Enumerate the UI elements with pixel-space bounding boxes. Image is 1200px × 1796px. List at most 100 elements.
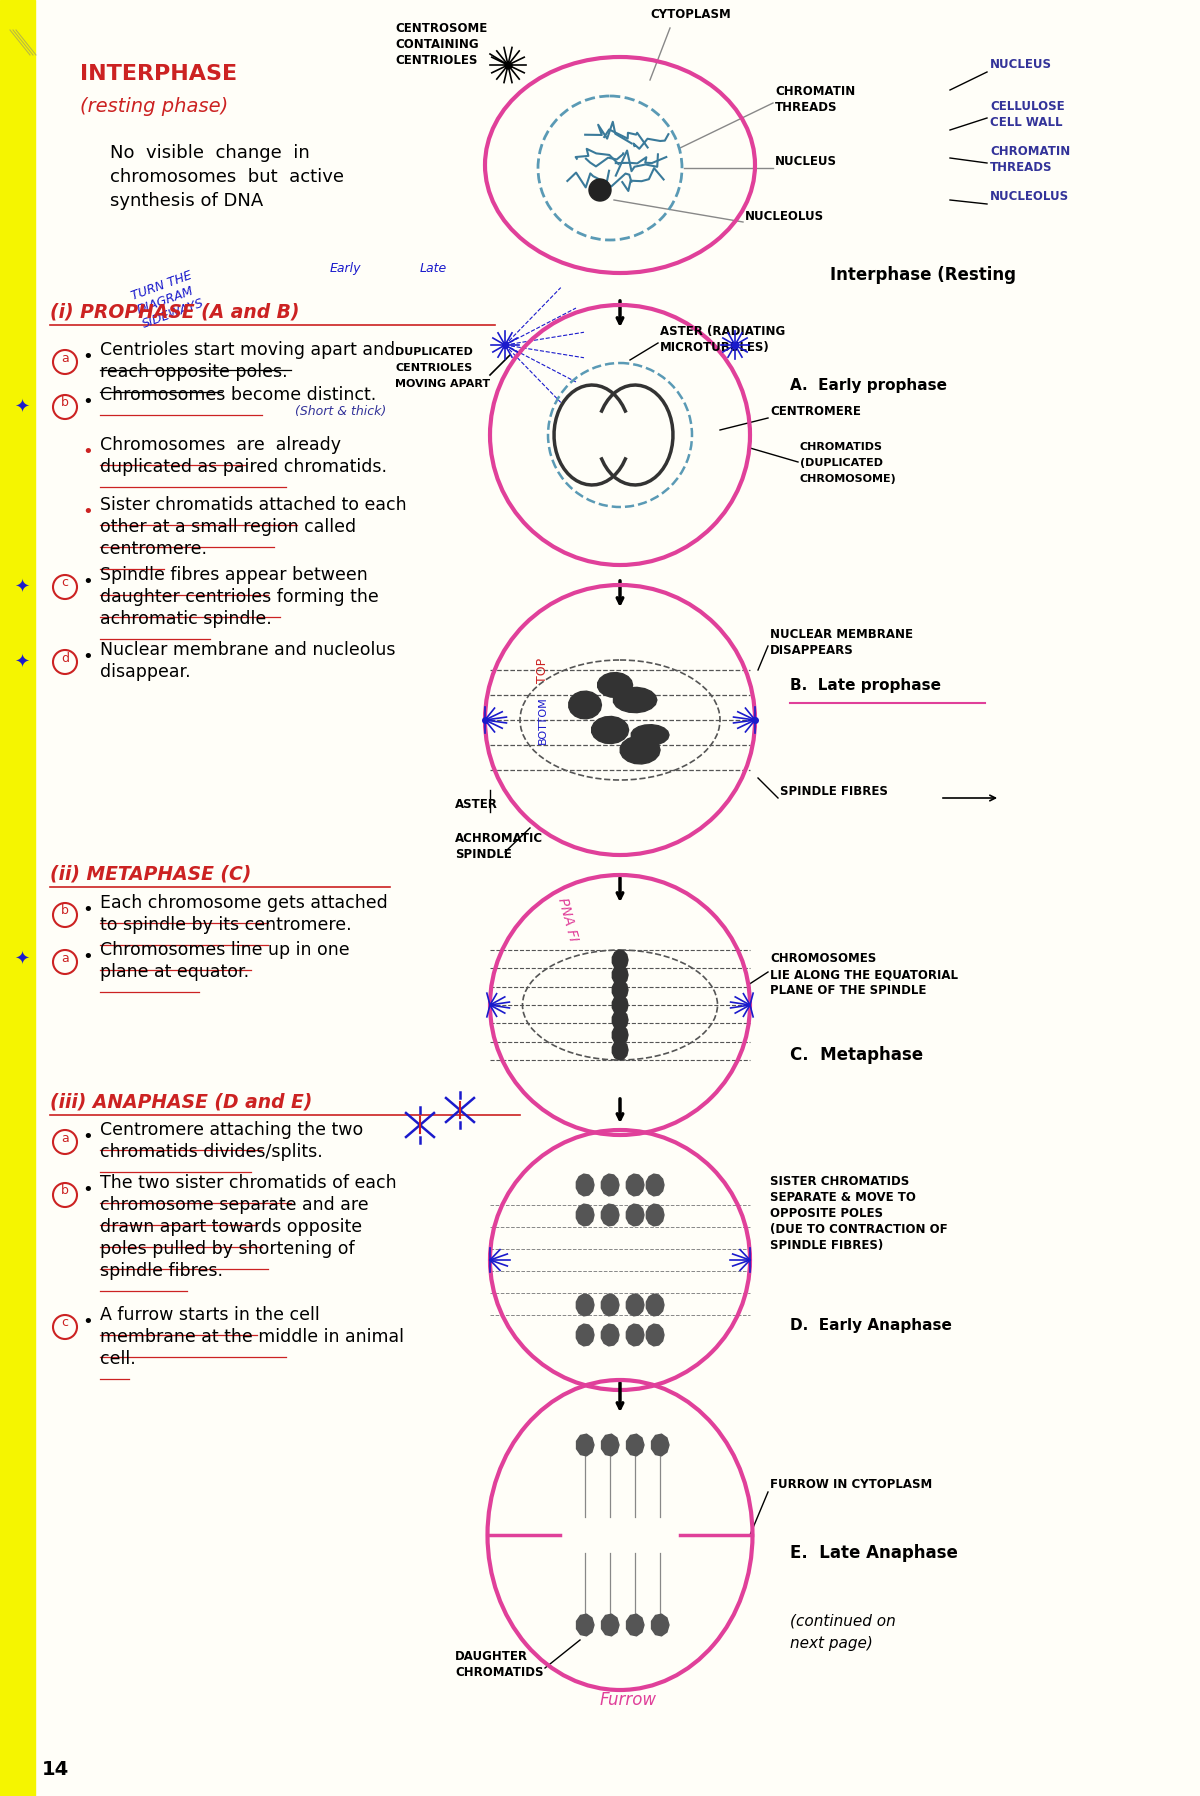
Text: •: • [83,902,94,920]
Polygon shape [576,1615,594,1636]
Text: E.  Late Anaphase: E. Late Anaphase [790,1545,958,1563]
Text: (iii) ANAPHASE (D and E): (iii) ANAPHASE (D and E) [50,1094,312,1112]
Text: MICROTUBULES): MICROTUBULES) [660,341,769,354]
Polygon shape [612,1040,628,1060]
Text: FURROW IN CYTOPLASM: FURROW IN CYTOPLASM [770,1478,932,1491]
Text: NUCLEOLUS: NUCLEOLUS [990,190,1069,203]
Text: ✦: ✦ [14,578,30,596]
Text: c: c [61,577,68,589]
Text: Late: Late [420,262,448,275]
Text: b: b [61,397,68,409]
Text: CENTRIOLES: CENTRIOLES [395,54,478,66]
Text: (DUE TO CONTRACTION OF: (DUE TO CONTRACTION OF [770,1223,948,1236]
Text: The two sister chromatids of each: The two sister chromatids of each [100,1175,397,1193]
Text: CENTRIOLES: CENTRIOLES [395,363,473,374]
Polygon shape [612,1009,628,1029]
Text: Chromosomes become distinct.: Chromosomes become distinct. [100,386,377,404]
Polygon shape [612,995,628,1015]
Text: THREADS: THREADS [775,101,838,113]
Text: NUCLEUS: NUCLEUS [990,57,1052,72]
Text: SPINDLE FIBRES): SPINDLE FIBRES) [770,1239,883,1252]
Text: next page): next page) [790,1636,872,1651]
Text: SPINDLE: SPINDLE [455,848,511,860]
Text: NUCLEAR MEMBRANE: NUCLEAR MEMBRANE [770,629,913,641]
Text: cell.: cell. [100,1351,136,1369]
Text: •: • [83,948,94,966]
Polygon shape [620,736,660,763]
Text: D.  Early Anaphase: D. Early Anaphase [790,1318,952,1333]
Text: Chromosomes  are  already: Chromosomes are already [100,436,341,454]
Text: (resting phase): (resting phase) [80,97,228,117]
Text: d: d [61,652,70,665]
Text: TURN THE
DIAGRAM
SIDEWAYS: TURN THE DIAGRAM SIDEWAYS [130,268,205,330]
Text: MOVING APART: MOVING APART [395,379,490,390]
Text: (i) PROPHASE (A and B): (i) PROPHASE (A and B) [50,304,300,321]
Polygon shape [647,1295,664,1316]
Text: b: b [61,905,68,918]
Polygon shape [592,717,629,744]
Text: synthesis of DNA: synthesis of DNA [110,192,263,210]
Text: •: • [83,503,94,521]
Text: a: a [61,952,68,964]
Text: DUPLICATED: DUPLICATED [395,347,473,357]
Polygon shape [576,1324,594,1345]
Text: SEPARATE & MOVE TO: SEPARATE & MOVE TO [770,1191,916,1203]
Text: BOTTOM: BOTTOM [538,697,548,744]
Text: A.  Early prophase: A. Early prophase [790,377,947,393]
Text: CENTROSOME: CENTROSOME [395,22,487,34]
Text: Interphase (Resting: Interphase (Resting [830,266,1016,284]
Text: Spindle fibres appear between: Spindle fibres appear between [100,566,367,584]
Text: SPINDLE FIBRES: SPINDLE FIBRES [780,785,888,797]
Text: CHROMATIDS: CHROMATIDS [800,442,883,453]
Text: No  visible  change  in: No visible change in [110,144,310,162]
Text: A furrow starts in the cell: A furrow starts in the cell [100,1306,319,1324]
Text: ACHROMATIC: ACHROMATIC [455,832,544,844]
Text: (Short & thick): (Short & thick) [295,406,386,418]
Polygon shape [647,1175,664,1196]
Polygon shape [601,1203,619,1227]
Text: a: a [61,352,68,365]
Polygon shape [631,724,670,745]
Polygon shape [601,1435,619,1457]
Text: •: • [83,348,94,366]
Text: C.  Metaphase: C. Metaphase [790,1045,923,1063]
Text: reach opposite poles.: reach opposite poles. [100,363,288,381]
Text: Each chromosome gets attached: Each chromosome gets attached [100,894,388,912]
Text: CHROMATIN: CHROMATIN [990,145,1070,158]
Text: to spindle by its centromere.: to spindle by its centromere. [100,916,352,934]
Polygon shape [647,1203,664,1227]
Text: •: • [83,444,94,462]
Text: 14: 14 [41,1760,68,1780]
Text: a: a [61,1131,68,1144]
Polygon shape [601,1295,619,1316]
Text: plane at equator.: plane at equator. [100,963,250,981]
Text: NUCLEOLUS: NUCLEOLUS [745,210,824,223]
Text: CELL WALL: CELL WALL [990,117,1062,129]
Text: CONTAINING: CONTAINING [395,38,479,50]
Text: OPPOSITE POLES: OPPOSITE POLES [770,1207,883,1219]
Text: INTERPHASE: INTERPHASE [80,65,238,84]
Text: Centromere attaching the two: Centromere attaching the two [100,1121,364,1139]
Polygon shape [598,672,632,697]
Text: •: • [83,393,94,411]
Text: CELLULOSE: CELLULOSE [990,101,1064,113]
Polygon shape [601,1615,619,1636]
Text: CHROMOSOMES: CHROMOSOMES [770,952,876,964]
Text: Furrow: Furrow [600,1692,658,1710]
Polygon shape [612,950,628,970]
Text: drawn apart towards opposite: drawn apart towards opposite [100,1218,362,1236]
Polygon shape [576,1203,594,1227]
Polygon shape [612,981,628,1000]
Text: CENTROMERE: CENTROMERE [770,406,860,418]
Text: (continued on: (continued on [790,1613,895,1627]
Polygon shape [601,1175,619,1196]
Text: Early: Early [330,262,361,275]
Text: B.  Late prophase: B. Late prophase [790,679,941,693]
Text: ✦: ✦ [14,654,30,672]
Polygon shape [626,1295,644,1316]
Text: ASTER (RADIATING: ASTER (RADIATING [660,325,785,338]
Text: ASTER: ASTER [455,797,498,812]
Text: daughter centrioles forming the: daughter centrioles forming the [100,587,379,605]
Polygon shape [626,1203,644,1227]
Text: b: b [61,1185,68,1198]
